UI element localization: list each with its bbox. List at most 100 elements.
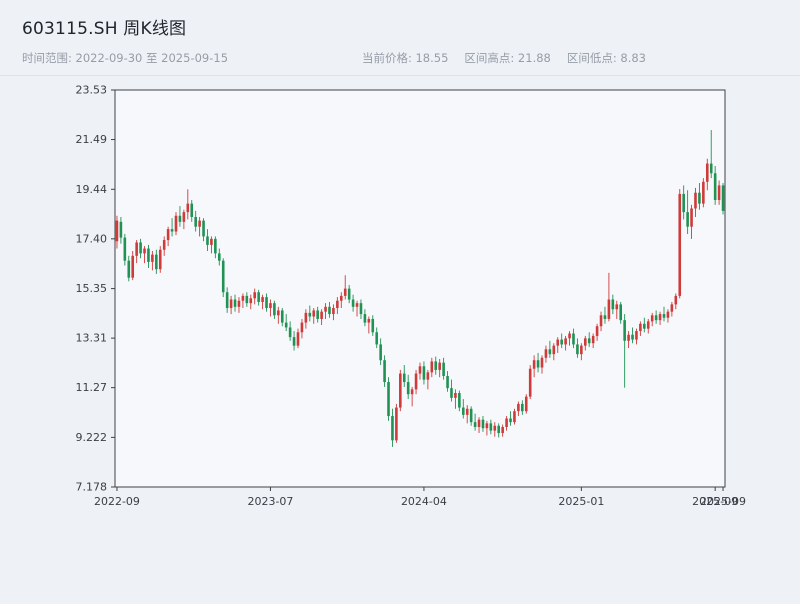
candle-body [359, 303, 363, 315]
candle-body [233, 299, 237, 307]
candle-body [225, 292, 229, 309]
candle-body [717, 185, 721, 200]
candle-body [347, 288, 351, 300]
candle-body [351, 299, 355, 307]
candle-body [402, 373, 406, 383]
candle-body [670, 304, 674, 312]
candle-body [643, 323, 646, 329]
candle-body [300, 322, 304, 333]
candle-body [426, 372, 430, 380]
candle-series [115, 130, 725, 447]
candle-body [442, 362, 445, 376]
candle-body [288, 327, 292, 338]
candle-body [265, 297, 268, 309]
candle-body [532, 360, 536, 369]
candle-body [257, 292, 260, 302]
candle-body [674, 295, 678, 305]
y-tick-label: 19.44 [76, 183, 108, 196]
candle-body [210, 238, 213, 245]
candle-body [607, 299, 611, 319]
y-tick-label: 23.53 [76, 84, 108, 97]
candle-body [221, 260, 225, 293]
x-axis: 2022-09 2023-07 2024-04 2025-01 2025-092025-… [94, 487, 746, 508]
candle-body [261, 297, 264, 302]
candle-body [249, 298, 253, 304]
candle-body [410, 389, 414, 395]
candle-body [139, 242, 142, 254]
candle-body [190, 203, 194, 217]
candle-body [654, 315, 658, 321]
candle-body [391, 416, 394, 441]
candle-body [277, 310, 280, 316]
candle-body [182, 212, 186, 222]
candle-body [619, 304, 623, 321]
candle-body [158, 249, 162, 270]
candle-body [698, 192, 701, 204]
candle-body [115, 220, 119, 242]
candle-body [524, 396, 528, 412]
candle-body [253, 292, 257, 299]
candle-body [615, 304, 619, 310]
candle-body [481, 419, 485, 429]
candle-body [721, 185, 725, 211]
candle-body [564, 338, 567, 345]
candle-body [552, 345, 556, 355]
subtitle-row: 时间范围: 2022-09-30 至 2025-09-15 当前价格: 18.5… [22, 50, 778, 66]
candle-body [320, 311, 323, 319]
candle-body [387, 382, 390, 417]
candle-body [339, 295, 343, 301]
candle-body [273, 303, 276, 316]
candle-body [465, 408, 469, 415]
candle-body [646, 321, 650, 329]
candle-body [155, 254, 158, 270]
candle-body [540, 357, 544, 368]
price-metrics: 当前价格: 18.55 区间高点: 21.88 区间低点: 8.83 [362, 50, 778, 66]
candle-body [418, 366, 422, 374]
y-tick-label: 21.49 [76, 133, 108, 146]
candle-body [627, 334, 630, 341]
x-tick-label: 2022-09 [94, 495, 140, 508]
candle-body [595, 326, 599, 336]
candle-body [713, 173, 717, 200]
plot-area [115, 90, 725, 487]
candle-body [458, 392, 461, 408]
candle-body [280, 310, 284, 323]
candle-body [450, 388, 453, 398]
candle-body [166, 229, 170, 241]
candle-body [705, 163, 709, 182]
candle-body [580, 345, 583, 355]
candle-body [690, 208, 693, 227]
candle-body [162, 240, 166, 250]
candle-body [560, 339, 563, 345]
candle-body [269, 303, 272, 309]
x-tick-label: 2023-07 [247, 495, 293, 508]
candle-body [395, 407, 398, 441]
candle-body [438, 362, 441, 370]
current-price-label: 当前价格: 18.55 [361, 51, 449, 65]
x-tick-label: 2024-04 [401, 495, 447, 508]
candle-body [296, 332, 300, 346]
candle-body [186, 203, 190, 213]
candle-body [513, 411, 516, 423]
candle-body [151, 254, 154, 262]
candle-body [229, 299, 233, 309]
candle-body [304, 312, 308, 323]
candle-body [379, 344, 382, 361]
candle-body [371, 318, 375, 333]
candle-body [611, 299, 615, 310]
candle-body [583, 338, 587, 346]
candle-body [544, 349, 548, 358]
candle-body [194, 216, 197, 227]
chart-header: 603115.SH 周K线图 时间范围: 2022-09-30 至 2025-0… [0, 0, 800, 76]
y-tick-label: 15.35 [76, 282, 108, 295]
candle-body [623, 320, 626, 341]
candle-body [316, 310, 319, 319]
candle-body [406, 382, 410, 395]
candle-body [434, 361, 438, 370]
candle-body [383, 360, 386, 383]
y-tick-label: 7.178 [76, 481, 108, 494]
candle-body [587, 338, 591, 344]
candle-body [528, 368, 532, 397]
candle-body [343, 288, 347, 296]
